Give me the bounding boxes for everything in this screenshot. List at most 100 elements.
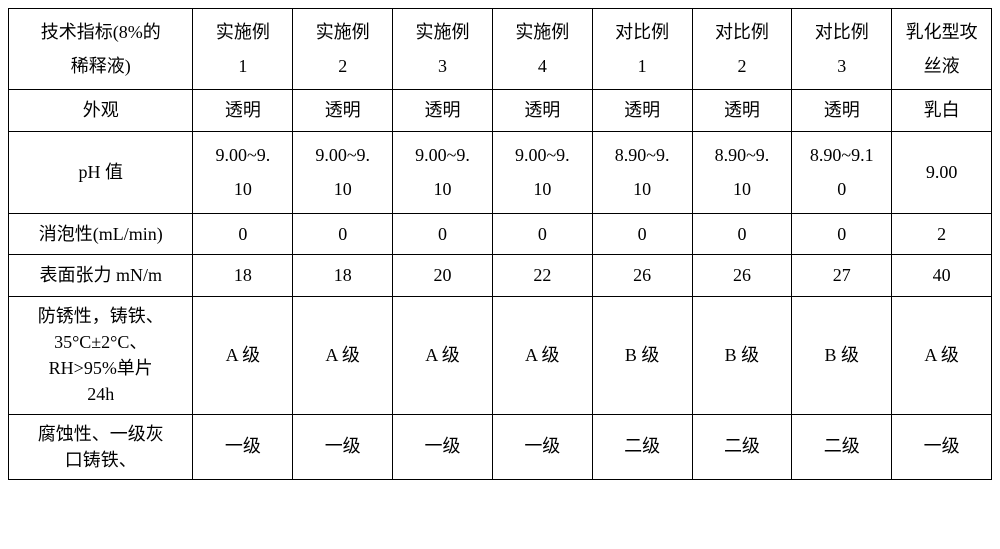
table-cell: 8.90~9.1 0 [792, 132, 892, 213]
table-header-cell: 实施例 1 [193, 9, 293, 90]
table-header-cell: 乳化型攻 丝液 [892, 9, 992, 90]
table-cell: 18 [193, 255, 293, 297]
table-cell: 9.00 [892, 132, 992, 213]
table-cell: 22 [492, 255, 592, 297]
table-cell: 0 [692, 213, 792, 255]
table-header-cell: 对比例 1 [592, 9, 692, 90]
table-cell: A 级 [193, 297, 293, 414]
row-label: 腐蚀性、一级灰 口铸铁、 [9, 414, 193, 479]
cell-line1: 8.90~9. [715, 145, 770, 165]
table-cell: A 级 [393, 297, 493, 414]
table-header-cell: 实施例 2 [293, 9, 393, 90]
table-cell: 8.90~9. 10 [692, 132, 792, 213]
table-header-cell: 对比例 2 [692, 9, 792, 90]
cell-line2: 0 [837, 179, 846, 199]
row-label: 表面张力 mN/m [9, 255, 193, 297]
table-cell: 0 [792, 213, 892, 255]
table-cell: A 级 [293, 297, 393, 414]
table-cell: 26 [592, 255, 692, 297]
label-line: 防锈性，铸铁、 [38, 306, 164, 326]
table-cell: 一级 [293, 414, 393, 479]
table-cell: 0 [492, 213, 592, 255]
data-table: 技术指标(8%的 稀释液) 实施例 1 实施例 2 实施例 3 实施例 4 [8, 8, 992, 480]
table-row: 腐蚀性、一级灰 口铸铁、 一级 一级 一级 一级 二级 二级 二级 一级 [9, 414, 992, 479]
table-cell: 二级 [592, 414, 692, 479]
cell-line1: 9.00~9. [415, 145, 470, 165]
table-cell: 透明 [193, 90, 293, 132]
header-line2: 1 [638, 56, 647, 76]
cell-line1: 9.00 [926, 162, 958, 182]
header-line1: 对比例 [615, 22, 669, 42]
table-cell: 透明 [293, 90, 393, 132]
table-cell: 透明 [592, 90, 692, 132]
cell-line1: 9.00~9. [515, 145, 570, 165]
table-cell: 9.00~9. 10 [193, 132, 293, 213]
table-cell: 乳白 [892, 90, 992, 132]
cell-line1: 8.90~9.1 [810, 145, 874, 165]
table-cell: 透明 [393, 90, 493, 132]
table-cell: 透明 [792, 90, 892, 132]
table-cell: 一级 [492, 414, 592, 479]
table-row: 表面张力 mN/m 18 18 20 22 26 26 27 40 [9, 255, 992, 297]
header-line2: 1 [238, 56, 247, 76]
table-cell: 一级 [393, 414, 493, 479]
header-line1: 实施例 [216, 22, 270, 42]
table-cell: 0 [193, 213, 293, 255]
header-line1: 对比例 [715, 22, 769, 42]
header-line1: 乳化型攻 [906, 22, 978, 42]
row-label: 消泡性(mL/min) [9, 213, 193, 255]
table-header-cell: 实施例 3 [393, 9, 493, 90]
header-line2: 稀释液) [71, 56, 131, 76]
row-label: pH 值 [9, 132, 193, 213]
table-cell: 0 [293, 213, 393, 255]
header-line1: 技术指标(8%的 [41, 22, 161, 42]
table-cell: 9.00~9. 10 [492, 132, 592, 213]
data-table-container: 技术指标(8%的 稀释液) 实施例 1 实施例 2 实施例 3 实施例 4 [8, 8, 992, 480]
header-line1: 对比例 [815, 22, 869, 42]
label-line: 口铸铁、 [65, 450, 137, 470]
header-line2: 3 [438, 56, 447, 76]
label-line: 24h [87, 384, 114, 404]
table-cell: 20 [393, 255, 493, 297]
table-row: 外观 透明 透明 透明 透明 透明 透明 透明 乳白 [9, 90, 992, 132]
cell-line2: 10 [533, 179, 551, 199]
cell-line2: 10 [733, 179, 751, 199]
row-label: 外观 [9, 90, 193, 132]
table-row: 防锈性，铸铁、 35°C±2°C、 RH>95%单片 24h A 级 A 级 A… [9, 297, 992, 414]
table-header-row: 技术指标(8%的 稀释液) 实施例 1 实施例 2 实施例 3 实施例 4 [9, 9, 992, 90]
cell-line2: 10 [334, 179, 352, 199]
table-cell: A 级 [492, 297, 592, 414]
table-header-cell: 技术指标(8%的 稀释液) [9, 9, 193, 90]
table-cell: 8.90~9. 10 [592, 132, 692, 213]
header-line2: 2 [338, 56, 347, 76]
cell-line1: 9.00~9. [216, 145, 271, 165]
table-header-cell: 实施例 4 [492, 9, 592, 90]
table-cell: 26 [692, 255, 792, 297]
table-cell: 二级 [692, 414, 792, 479]
table-cell: 9.00~9. 10 [393, 132, 493, 213]
table-cell: 透明 [692, 90, 792, 132]
table-header-cell: 对比例 3 [792, 9, 892, 90]
table-row: 消泡性(mL/min) 0 0 0 0 0 0 0 2 [9, 213, 992, 255]
table-cell: 一级 [892, 414, 992, 479]
table-cell: A 级 [892, 297, 992, 414]
header-line2: 4 [538, 56, 547, 76]
row-label: 防锈性，铸铁、 35°C±2°C、 RH>95%单片 24h [9, 297, 193, 414]
label-line: RH>95%单片 [49, 358, 153, 378]
table-body: 技术指标(8%的 稀释液) 实施例 1 实施例 2 实施例 3 实施例 4 [9, 9, 992, 480]
label-line: 35°C±2°C、 [54, 332, 147, 352]
cell-line2: 10 [234, 179, 252, 199]
table-cell: 二级 [792, 414, 892, 479]
header-line2: 丝液 [924, 56, 960, 76]
table-cell: 0 [592, 213, 692, 255]
table-cell: B 级 [792, 297, 892, 414]
table-cell: 0 [393, 213, 493, 255]
table-cell: 27 [792, 255, 892, 297]
table-cell: 2 [892, 213, 992, 255]
table-cell: 一级 [193, 414, 293, 479]
label-line: 腐蚀性、一级灰 [38, 424, 164, 444]
cell-line1: 9.00~9. [315, 145, 370, 165]
header-line1: 实施例 [416, 22, 470, 42]
table-cell: 18 [293, 255, 393, 297]
table-cell: 9.00~9. 10 [293, 132, 393, 213]
